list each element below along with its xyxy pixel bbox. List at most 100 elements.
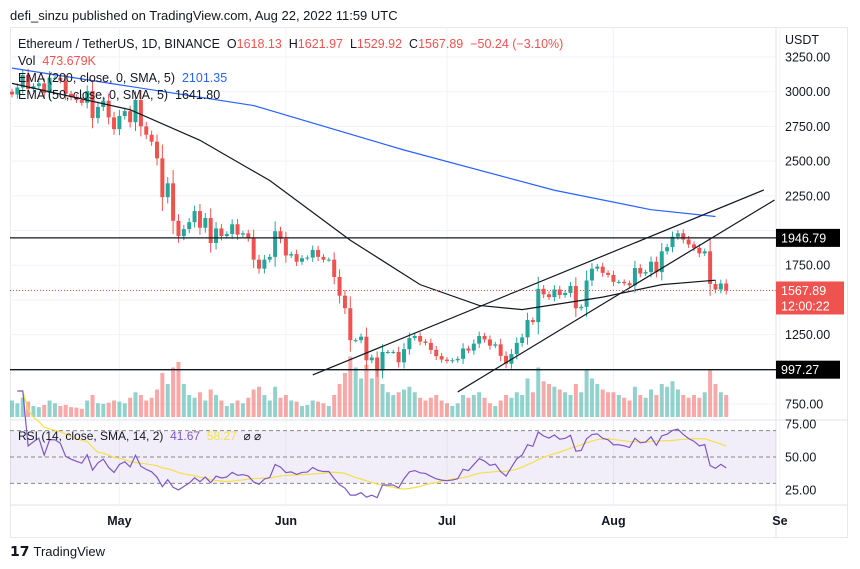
candle-body	[402, 349, 407, 363]
legend-ohlc: Ethereum / TetherUS, 1D, BINANCE O1618.1…	[18, 37, 563, 51]
volume-bar	[482, 397, 487, 417]
volume-bar	[219, 400, 224, 417]
candle-body	[487, 339, 492, 346]
candle-body	[106, 100, 111, 118]
volume-bar	[595, 384, 600, 417]
volume-bar	[632, 386, 637, 417]
volume-bar	[278, 397, 283, 417]
volume-bar	[165, 384, 170, 417]
candle-body	[117, 115, 122, 130]
candle-body	[638, 267, 643, 274]
price-tick: 3000.00	[785, 85, 830, 99]
candle-body	[584, 280, 589, 307]
candle-body	[713, 283, 718, 290]
candle-body	[224, 233, 229, 237]
candle-body	[482, 335, 487, 340]
candle-body	[79, 100, 84, 103]
candle-body	[547, 294, 551, 298]
candle-body	[643, 272, 648, 274]
volume-bar	[299, 406, 304, 417]
volume-bar	[58, 406, 63, 417]
volume-bar	[396, 392, 401, 417]
candle-body	[283, 238, 288, 256]
volume-bar	[407, 386, 412, 417]
candle-body	[305, 257, 310, 259]
candle-body	[616, 281, 621, 283]
candle-body	[289, 254, 294, 256]
volume-bar	[192, 397, 197, 417]
volume-bar	[144, 400, 149, 417]
candle-body	[632, 267, 637, 286]
candle-body	[665, 247, 670, 252]
open-label: O	[226, 37, 237, 51]
candle-body	[380, 351, 385, 371]
candle-body	[708, 251, 713, 284]
volume-bar	[326, 406, 331, 417]
legend-volume[interactable]: Vol 473.679K	[18, 54, 96, 68]
volume-bar	[342, 373, 347, 417]
volume-bar	[686, 397, 691, 417]
legend-ema200[interactable]: EMA (200, close, 0, SMA, 5) 2101.35	[18, 71, 227, 85]
candle-body	[396, 351, 401, 363]
candle-body	[257, 259, 262, 269]
rsi-extra: ⌀ ⌀	[243, 429, 262, 443]
candle-body	[353, 340, 358, 342]
volume-bar	[477, 392, 482, 417]
candle-body	[165, 183, 170, 198]
candle-body	[267, 256, 272, 260]
candle-body	[251, 238, 256, 260]
volume-bar	[697, 397, 702, 417]
bar-countdown: 12:00:22	[781, 299, 830, 313]
volume-bar	[359, 378, 364, 417]
logo-text: TradingView	[33, 544, 106, 559]
volume-bar	[461, 395, 466, 417]
candle-body	[235, 224, 240, 235]
candle-body	[718, 283, 723, 290]
candle-body	[659, 251, 664, 273]
symbol-title: Ethereum / TetherUS, 1D, BINANCE	[18, 37, 220, 51]
volume-bar	[246, 397, 251, 417]
candle-body	[418, 335, 423, 342]
legend-ema50[interactable]: EMA (50, close, 0, SMA, 5) 1641.80	[18, 88, 220, 102]
volume-bar	[316, 401, 321, 417]
level-label: 997.27	[781, 363, 819, 377]
volume-bar	[493, 406, 498, 417]
legend-rsi[interactable]: RSI (14, close, SMA, 14, 2) 41.67 58.27 …	[18, 429, 261, 443]
volume-bar	[530, 392, 535, 417]
time-tick: Se	[772, 514, 787, 528]
level-label-bg	[776, 360, 840, 379]
volume-bar	[95, 403, 100, 417]
candle-body	[525, 320, 530, 338]
volume-bar	[444, 403, 449, 417]
candle-body	[536, 288, 541, 323]
candle-body	[600, 266, 605, 273]
candle-body	[74, 97, 79, 101]
candle-body	[557, 289, 562, 296]
ema200-label: EMA (200, close, 0, SMA, 5)	[18, 71, 176, 85]
volume-bar	[525, 378, 530, 417]
volume-bar	[611, 392, 616, 417]
volume-bar	[36, 407, 41, 417]
volume-bar	[665, 386, 670, 417]
time-tick: Jul	[438, 514, 456, 528]
volume-bar	[514, 392, 519, 417]
candle-body	[493, 344, 498, 346]
candle-body	[681, 233, 686, 240]
price-tick: 1750.00	[785, 259, 830, 273]
rsi-tick: 50.00	[785, 451, 816, 465]
vol-value: 473.679K	[42, 54, 96, 68]
tradingview-logo[interactable]: 𝟭𝟳 TradingView	[10, 543, 105, 560]
candle-body	[504, 355, 509, 364]
volume-bar	[208, 389, 213, 417]
volume-bar	[149, 397, 154, 417]
candle-body	[364, 336, 369, 361]
volume-bar	[385, 392, 390, 417]
volume-bar	[112, 400, 117, 417]
candle-body	[337, 276, 342, 296]
volume-bar	[332, 395, 337, 417]
candle-body	[606, 272, 611, 275]
close-label: C	[409, 37, 419, 51]
candle-body	[197, 211, 202, 228]
volume-bar	[552, 386, 557, 417]
